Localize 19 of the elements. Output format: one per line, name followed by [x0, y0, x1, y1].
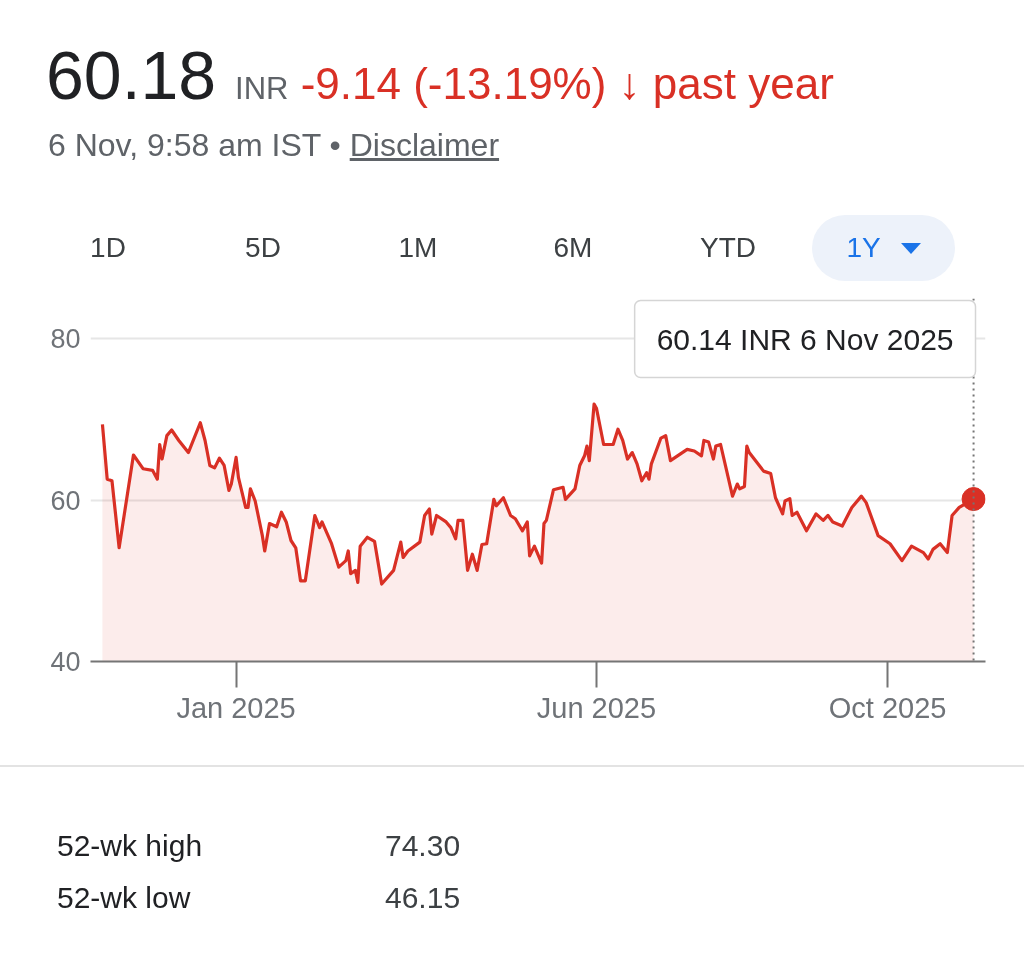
text: 5D: [244, 231, 282, 265]
text: 74.30: [385, 828, 461, 864]
text: 60.18 INR -9.14 (-13.19%) ↓ past year: [46, 37, 834, 113]
text: 46.15: [385, 880, 461, 916]
annotation: 60.14 INR 6 Nov 2025: [656, 322, 954, 356]
text: 1M: [397, 231, 439, 265]
text: 52-wk low: [57, 880, 191, 916]
text: 1Y: [846, 231, 881, 265]
text: 6 Nov, 9:58 am IST • Disclaimer: [48, 126, 500, 165]
text: 6M: [552, 231, 594, 265]
x-tick-label: Jun 2025: [536, 691, 657, 724]
x-tick-label: Jan 2025: [176, 691, 296, 724]
y-tick-label: 80: [50, 324, 81, 355]
text: 52-wk high: [57, 828, 203, 864]
y-tick-label: 40: [50, 647, 81, 677]
x-tick-label: Oct 2025: [828, 691, 947, 724]
text: YTD: [699, 231, 757, 265]
text: 1D: [89, 231, 127, 265]
y-tick-label: 60: [50, 485, 81, 516]
